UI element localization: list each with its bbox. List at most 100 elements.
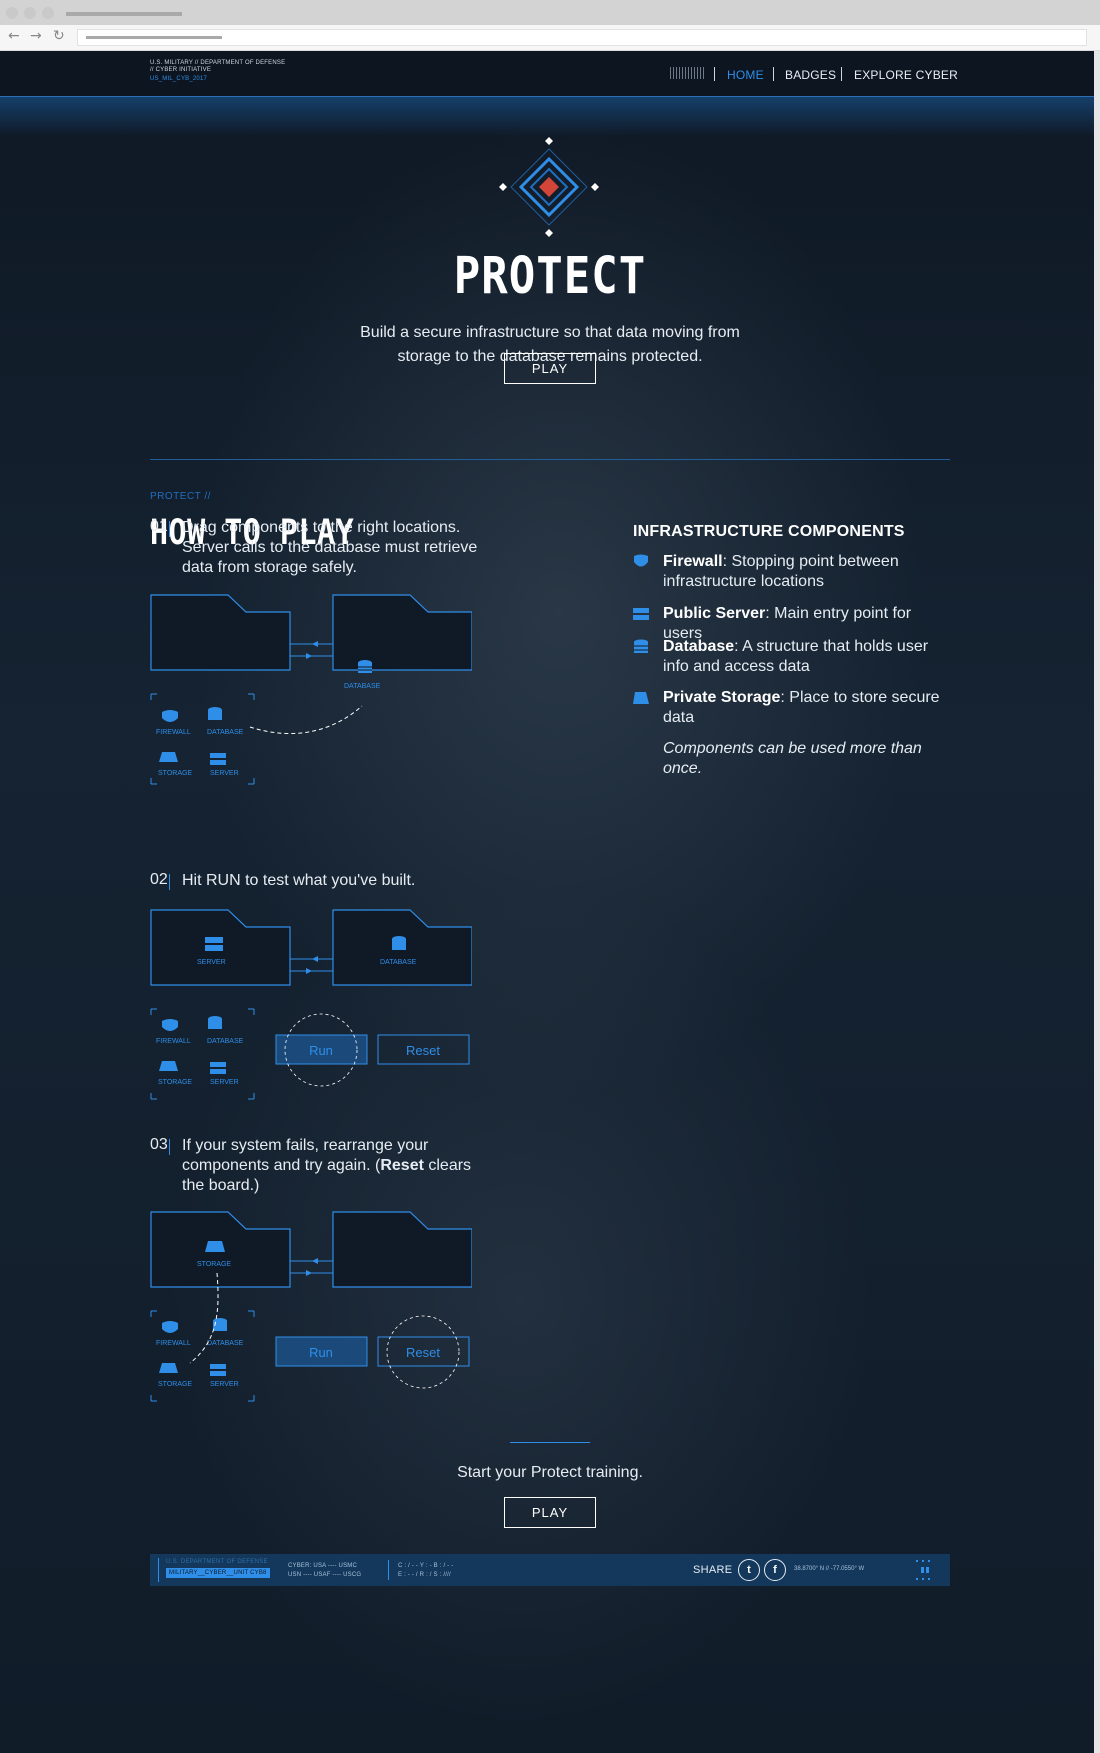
step-text: Hit RUN to test what you've built. xyxy=(182,872,416,889)
hero-description: Build a secure infrastructure so that da… xyxy=(360,324,740,365)
footer-branches-1: CYBER: USA ---- USMC xyxy=(288,1563,358,1569)
forward-icon[interactable]: → xyxy=(30,28,42,44)
footer-coordinates: 38.8700° N // -77.0550° W xyxy=(794,1566,865,1572)
reset-label: Reset xyxy=(406,1345,440,1360)
nav-home-link[interactable]: HOME xyxy=(727,68,764,82)
firewall-label: FIREWALL xyxy=(156,729,191,736)
storage-label: STORAGE xyxy=(158,1079,192,1086)
server-icon xyxy=(633,608,649,620)
step-number: 03 xyxy=(150,1136,168,1153)
infra-name: Database xyxy=(663,638,735,655)
server-label: SERVER xyxy=(210,1381,239,1388)
reset-label: Reset xyxy=(406,1043,440,1058)
infra-desc: : Stopping point between infrastructure … xyxy=(663,553,899,590)
storage-label: STORAGE xyxy=(158,1381,192,1388)
window-minimize-dot[interactable] xyxy=(24,7,36,19)
footer-unit-label: MILITARY__CYBER__UNIT CYB8 xyxy=(166,1568,270,1578)
storage-icon xyxy=(205,1241,225,1252)
page-frame xyxy=(1094,51,1100,1753)
logo-text[interactable]: U.S. MILITARY // DEPARTMENT OF DEFENSE /… xyxy=(150,60,286,73)
database-label: DATABASE xyxy=(207,729,244,736)
header-divider xyxy=(0,96,1100,97)
protect-emblem-icon xyxy=(499,137,599,237)
address-bar[interactable] xyxy=(77,29,1087,46)
window-maximize-dot[interactable] xyxy=(42,7,54,19)
database-label: DATABASE xyxy=(207,1038,244,1045)
reset-button xyxy=(377,1336,470,1367)
step-text-bold: Reset xyxy=(380,1157,424,1174)
database-icon xyxy=(634,639,648,653)
server-icon xyxy=(205,937,223,951)
infra-name: Private Storage xyxy=(663,689,781,706)
footer-brand-box xyxy=(158,1558,270,1582)
nav-separator xyxy=(714,67,715,81)
step-bar xyxy=(169,1139,170,1155)
footer-dim-text: U.S. DEPARTMENT OF DEFENSE xyxy=(166,1559,268,1565)
database-icon xyxy=(213,1318,227,1331)
database-label: DATABASE xyxy=(207,1340,244,1347)
storage-icon xyxy=(159,1061,178,1071)
url-placeholder xyxy=(86,36,222,39)
storage-label: STORAGE xyxy=(197,1261,231,1268)
tab-title-placeholder xyxy=(66,12,182,16)
database-label: DATABASE xyxy=(380,959,417,966)
run-button xyxy=(275,1034,368,1065)
header-glow xyxy=(0,97,1100,137)
play-button-bottom[interactable]: PLAY xyxy=(504,1497,596,1528)
step-2-diagram: SERVER DATABASE FIREWALL DATABASE STORAG… xyxy=(150,909,472,1100)
server-label: SERVER xyxy=(210,770,239,777)
site-header: U.S. MILITARY // DEPARTMENT OF DEFENSE /… xyxy=(0,51,1100,97)
database-icon xyxy=(208,1016,222,1029)
infra-desc: : Main entry point for users xyxy=(663,605,912,642)
facebook-icon[interactable]: f xyxy=(764,1559,786,1581)
window-close-dot[interactable] xyxy=(6,7,18,19)
nav-badges-link[interactable]: BADGES xyxy=(785,68,837,82)
step-text-before: If your system fails, rearrange your com… xyxy=(182,1137,429,1174)
grid-dots-icon xyxy=(916,1560,930,1580)
footer-codes-1: C : / - - Y : - B : / - - xyxy=(398,1563,454,1569)
shield-icon xyxy=(634,554,648,567)
storage-icon xyxy=(159,1363,178,1373)
browser-toolbar: ← → ↻ xyxy=(0,25,1100,51)
step-bar xyxy=(169,874,170,890)
nav-explore-cyber-link[interactable]: EXPLORE CYBER xyxy=(854,68,958,82)
shield-icon xyxy=(162,1321,178,1333)
site-viewport: U.S. MILITARY // DEPARTMENT OF DEFENSE /… xyxy=(0,51,1100,1753)
back-icon[interactable]: ← xyxy=(8,28,20,44)
run-label: Run xyxy=(309,1043,333,1058)
play-button[interactable]: PLAY xyxy=(504,353,596,384)
step-number: 02 xyxy=(150,871,168,888)
infra-name: Public Server xyxy=(663,605,766,622)
logo-code: US_MIL_CYB_2017 xyxy=(150,76,208,82)
browser-tab[interactable] xyxy=(0,0,193,25)
cta-divider xyxy=(510,1442,590,1443)
footer-branches-2: USN ---- USAF ---- USCG xyxy=(288,1572,362,1578)
share-label: SHARE xyxy=(693,1564,733,1576)
site-footer: U.S. DEPARTMENT OF DEFENSE MILITARY__CYB… xyxy=(150,1554,950,1586)
step-3-diagram: STORAGE FIREWALL DATABASE STORAGE SERVER… xyxy=(150,1211,472,1402)
database-icon xyxy=(392,936,406,950)
database-label: DATABASE xyxy=(344,683,381,690)
firewall-label: FIREWALL xyxy=(156,1340,191,1347)
database-icon xyxy=(358,660,372,673)
server-icon xyxy=(210,1062,226,1074)
shield-icon xyxy=(162,710,178,722)
run-button xyxy=(275,1336,368,1367)
storage-icon xyxy=(633,692,649,704)
step-text: If your system fails, rearrange your com… xyxy=(182,1136,482,1196)
browser-tab-bar xyxy=(0,0,1100,25)
cta-text: Start your Protect training. xyxy=(457,1464,643,1481)
step-1-diagram: DATABASE FIREWALL DATABASE STORAGE SERVE… xyxy=(150,594,472,785)
step-bar xyxy=(169,521,170,537)
firewall-label: FIREWALL xyxy=(156,1038,191,1045)
server-icon xyxy=(210,1364,226,1376)
footer-separator xyxy=(388,1560,389,1580)
reload-icon[interactable]: ↻ xyxy=(53,28,65,44)
server-icon xyxy=(210,753,226,765)
infra-desc: : Place to store secure data xyxy=(663,689,940,726)
storage-label: STORAGE xyxy=(158,770,192,777)
nav-separator xyxy=(773,67,774,81)
shield-icon xyxy=(162,1019,178,1031)
section-divider xyxy=(150,459,950,460)
twitter-icon[interactable]: t xyxy=(738,1559,760,1581)
